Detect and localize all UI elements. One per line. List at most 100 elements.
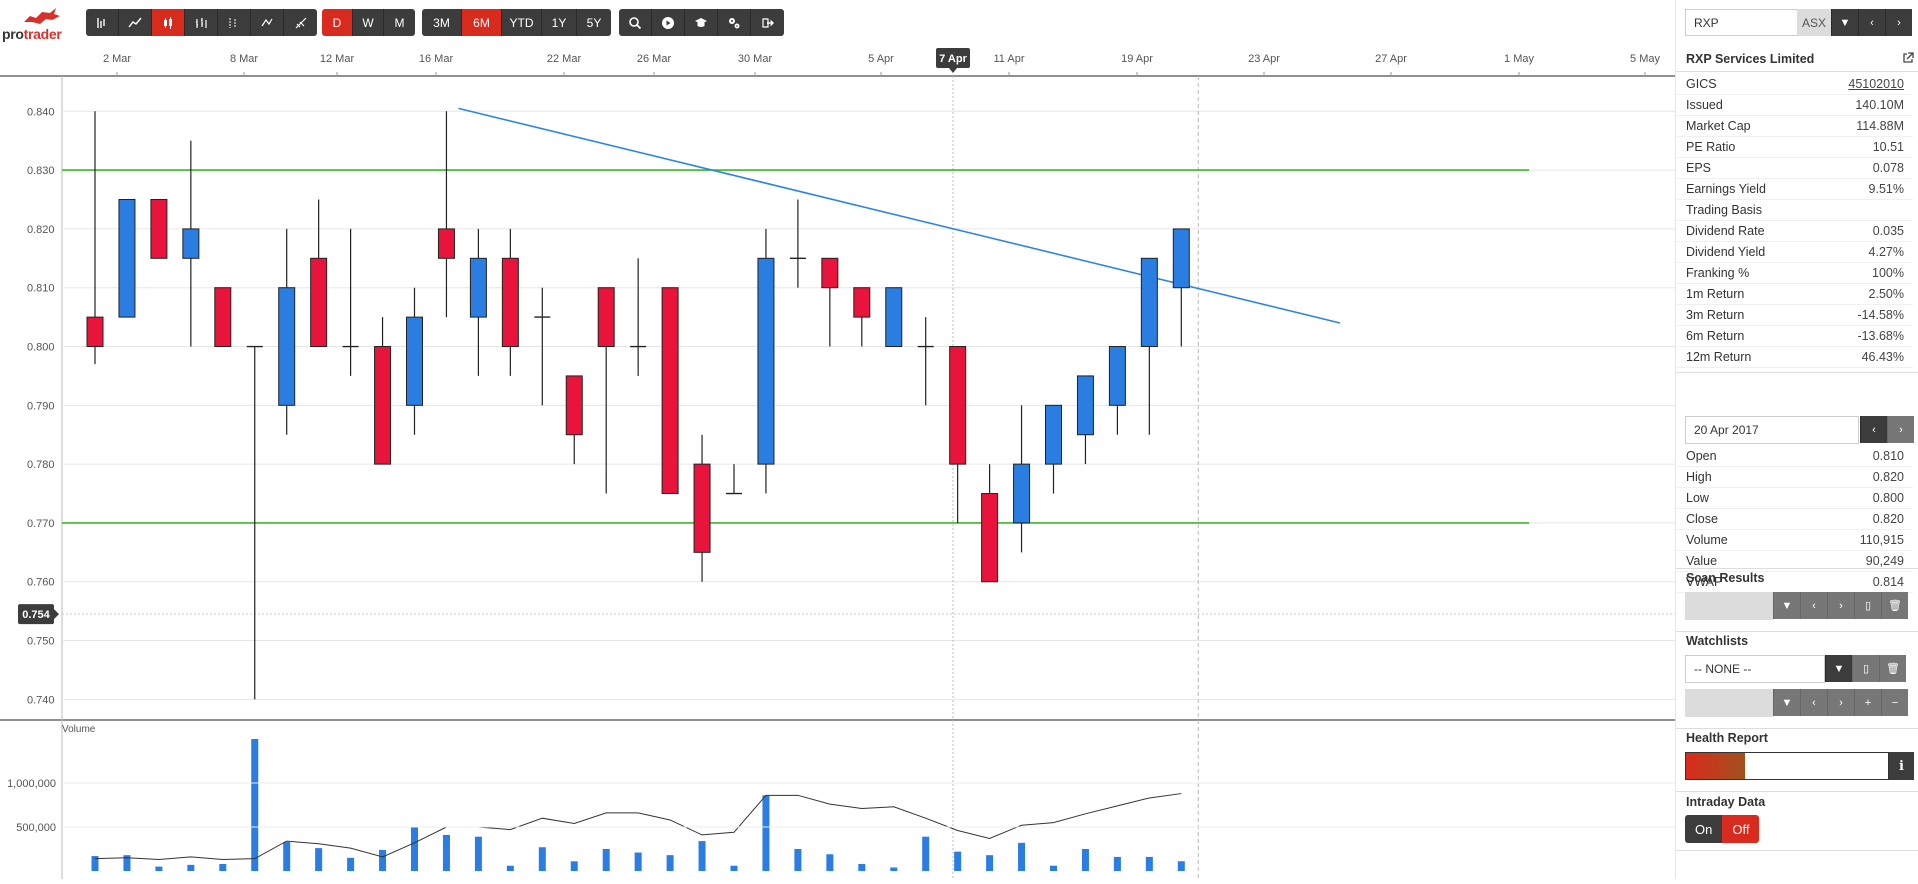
bar-chart-button[interactable] [185,9,218,36]
price-tick-label: 0.790 [27,400,55,412]
candle-body [150,198,168,259]
period-daily-button[interactable]: D [322,9,353,36]
scan-dropdown-button[interactable]: ▼ [1773,592,1800,619]
candle-body [757,257,775,465]
candle-body [1140,257,1158,348]
analysis-button[interactable] [284,9,317,36]
fundamental-label: EPS [1686,161,1712,175]
candle-body [1172,228,1190,289]
watchlist-add-button[interactable]: + [1854,689,1881,716]
volume-bar [890,867,898,871]
fundamental-row: Franking % 100% [1677,263,1913,284]
volume-bar [826,854,834,871]
price-chart[interactable]: 0.840 0.830 0.820 0.810 0.800 0.790 0.780 0.770… [0,46,1675,879]
chevron-right-icon: › [1839,696,1843,709]
period-monthly-button[interactable]: M [384,9,415,36]
candle-body [278,287,296,406]
intraday-off-button[interactable]: Off [1722,815,1760,843]
divider [1676,791,1918,792]
caret-down-icon: ▼ [1833,662,1845,675]
logo-text: protrader [2,26,62,42]
price-tick-label: 0.740 [27,694,55,706]
fundamental-value[interactable]: 45102010 [1848,77,1904,91]
current-price-label: 0.754 [22,609,50,621]
volume-tick-label: 1,000,000 [7,778,56,790]
date-prev-button[interactable]: ‹ [1860,416,1887,443]
settings-button[interactable] [718,9,751,36]
fundamental-label: 6m Return [1686,329,1745,343]
play-button[interactable] [652,9,685,36]
intraday-on-button[interactable]: On [1685,815,1723,843]
candlestick-button[interactable] [152,9,185,36]
search-button[interactable] [619,9,652,36]
protrader-logo[interactable]: protrader [2,4,74,44]
chart-area[interactable]: 0.840 0.830 0.820 0.810 0.800 0.790 0.780 0.770… [0,46,1675,879]
range-5y-button[interactable]: 5Y [577,9,611,36]
fundamental-value: 46.43% [1861,350,1904,364]
watchlist-dropdown-button[interactable]: ▼ [1825,655,1852,682]
trend-chart-button[interactable] [251,9,284,36]
volume-bar [730,865,738,871]
candle-body [1045,404,1062,465]
health-info-button[interactable]: i [1889,752,1914,780]
symbol-next-button[interactable]: › [1885,9,1912,36]
candle-body [1013,463,1031,524]
quote-label: High [1686,470,1712,484]
volume-bar [1113,856,1121,871]
watchlist-remove-button[interactable]: − [1881,689,1908,716]
external-link-icon[interactable] [1902,52,1914,67]
volume-bar [379,849,387,871]
quote-value: 0.800 [1872,491,1904,505]
range-3m-button[interactable]: 3M [422,9,462,36]
share-button[interactable] [751,9,784,36]
date-next-button[interactable]: › [1887,416,1914,443]
chevron-right-icon: › [1897,16,1901,29]
quote-row: High 0.820 [1677,467,1913,488]
range-1y-button[interactable]: 1Y [542,9,577,36]
volume-bar [347,857,355,871]
trash-icon: 🗑 [1886,663,1900,675]
range-6m-button[interactable]: 6M [462,9,502,36]
health-report-bar [1685,752,1889,780]
symbol-dropdown-button[interactable]: ▼ [1831,9,1858,36]
watchlist-delete-button[interactable]: 🗑 [1879,655,1906,682]
date-field[interactable]: 20 Apr 2017 [1685,416,1859,444]
dots-chart-button[interactable] [218,9,251,36]
watchlist-prev-button[interactable]: ‹ [1800,689,1827,716]
line-tool-button[interactable] [86,9,119,36]
scan-next-button[interactable]: › [1827,592,1854,619]
divider [1676,568,1918,569]
candle-body [310,257,328,348]
range-ytd-button[interactable]: YTD [502,9,542,36]
volume-bar [155,866,163,871]
divider [1676,850,1918,851]
current-price-badge [18,604,54,625]
watchlist-select-row: -- NONE -- ▼ ▯ 🗑 [1685,655,1906,683]
candle-body [1076,375,1094,436]
scan-select[interactable] [1685,592,1773,620]
education-button[interactable] [685,9,718,36]
period-weekly-button[interactable]: W [353,9,384,36]
watchlist-item-select[interactable] [1685,689,1773,717]
candle-body [406,316,423,406]
date-tick-label: 2 Mar [103,53,131,65]
scan-delete-button[interactable]: 🗑 [1881,592,1908,619]
symbol-prev-button[interactable]: ‹ [1858,9,1885,36]
date-tick-label: 30 Mar [738,53,773,65]
watchlist-new-button[interactable]: ▯ [1852,655,1879,682]
fundamental-value: 0.078 [1872,161,1904,175]
scan-new-button[interactable]: ▯ [1854,592,1881,619]
fundamental-value: 100% [1872,266,1904,280]
watchlist-next-button[interactable]: › [1827,689,1854,716]
line-chart-button[interactable] [119,9,152,36]
candlestick-icon [164,16,172,29]
watchlist-item-dropdown-button[interactable]: ▼ [1773,689,1800,716]
symbol-input[interactable]: RXP [1685,9,1797,36]
quote-label: Volume [1686,533,1728,547]
scan-prev-button[interactable]: ‹ [1800,592,1827,619]
candle-body [565,375,583,436]
minus-icon: − [1891,696,1899,709]
volume-bar [219,863,227,871]
price-tick-label: 0.820 [27,224,55,236]
watchlist-select[interactable]: -- NONE -- [1685,655,1825,683]
